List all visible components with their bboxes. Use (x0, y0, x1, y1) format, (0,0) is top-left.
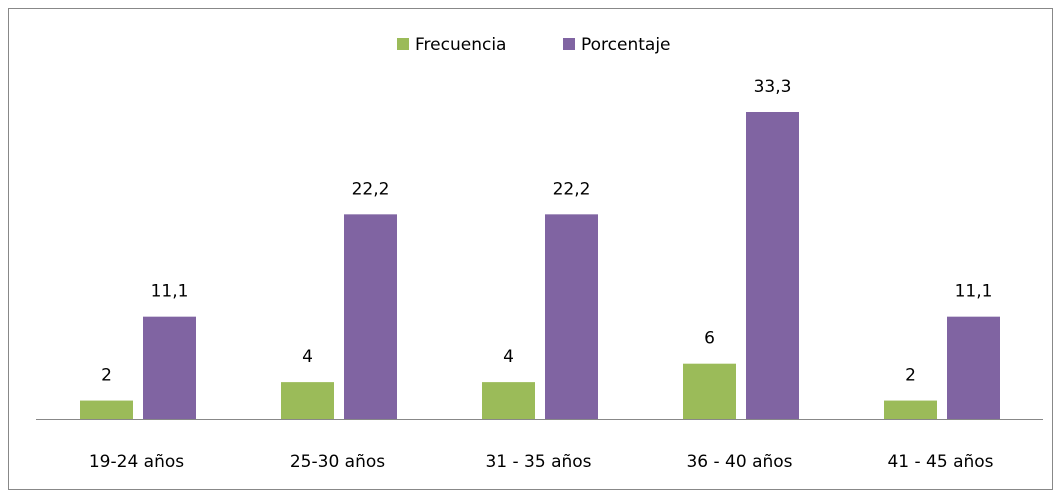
data-label: 33,3 (754, 77, 792, 97)
data-label: 4 (503, 347, 514, 367)
bar (281, 382, 334, 419)
data-label: 2 (101, 366, 112, 386)
bar (746, 112, 799, 419)
data-label: 11,1 (151, 282, 189, 302)
data-label: 22,2 (553, 179, 591, 199)
legend-label: Porcentaje (581, 35, 671, 55)
x-tick-label: 25-30 años (290, 452, 385, 472)
legend-swatch (397, 38, 409, 50)
x-tick-label: 36 - 40 años (686, 452, 792, 472)
data-label: 4 (302, 347, 313, 367)
data-label: 11,1 (955, 282, 993, 302)
bar (482, 382, 535, 419)
bar (947, 316, 1000, 419)
bar (884, 400, 937, 419)
data-label: 22,2 (352, 179, 390, 199)
x-tick-label: 41 - 45 años (887, 452, 993, 472)
bar (545, 214, 598, 419)
x-tick-label: 31 - 35 años (485, 452, 591, 472)
bar (80, 400, 133, 419)
bar (143, 316, 196, 419)
data-label: 2 (905, 366, 916, 386)
x-tick-label: 19-24 años (89, 452, 184, 472)
data-label: 6 (704, 329, 715, 349)
bar (344, 214, 397, 419)
bar (683, 363, 736, 419)
legend-swatch (563, 38, 575, 50)
legend-label: Frecuencia (415, 35, 506, 55)
